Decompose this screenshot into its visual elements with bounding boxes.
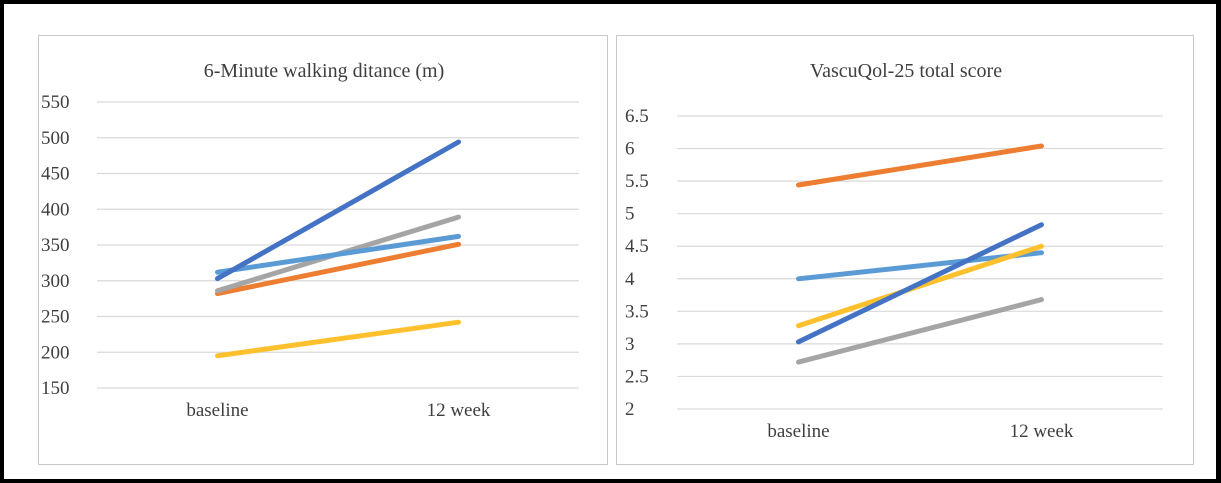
x-tick-label: baseline <box>767 421 829 442</box>
y-tick-label: 200 <box>41 342 70 363</box>
y-tick-label: 3 <box>625 334 635 355</box>
vascuqol-chart: VascuQol-25 total score 2 2.5 3 3.5 4 4.5 5 5.5… <box>625 60 1163 442</box>
y-tick-label: 5.5 <box>625 171 649 192</box>
y-tick-label: 5 <box>625 204 635 225</box>
series-line-1 <box>796 143 1044 188</box>
y-tick-label: 4 <box>625 269 635 290</box>
y-tick-label: 6.5 <box>625 106 649 127</box>
series-line-2 <box>215 241 461 297</box>
y-tick-label: 300 <box>41 271 70 292</box>
y-tick-label: 400 <box>41 199 70 220</box>
y-tick-label: 450 <box>41 164 70 185</box>
y-tick-label: 6 <box>625 139 635 160</box>
series-line-1 <box>215 319 461 359</box>
chart-panel-vascuqol: VascuQol-25 total score 2 2.5 3 3.5 4 4.5 5 5.5… <box>616 35 1194 465</box>
chart-panel-walking-distance: 6-Minute walking ditance (m) 150 200 250 30… <box>38 35 608 465</box>
x-tick-label: baseline <box>186 400 248 421</box>
y-tick-label: 500 <box>41 128 70 149</box>
y-tick-label: 4.5 <box>625 236 649 257</box>
y-tick-label: 2.5 <box>625 366 649 387</box>
x-tick-label: 12 week <box>427 400 491 421</box>
chart-title: VascuQol-25 total score <box>810 60 1002 82</box>
series-line-4 <box>796 222 1044 345</box>
y-tick-label: 350 <box>41 235 70 256</box>
walking-distance-chart: 6-Minute walking ditance (m) 150 200 250 30… <box>41 60 579 421</box>
y-tick-label: 150 <box>41 378 70 399</box>
series-line-4 <box>215 233 461 275</box>
y-tick-label: 250 <box>41 307 70 328</box>
series-line-5 <box>215 139 461 282</box>
y-tick-label: 3.5 <box>625 301 649 322</box>
x-tick-label: 12 week <box>1010 421 1074 442</box>
y-tick-label: 2 <box>625 399 635 420</box>
y-tick-label: 550 <box>41 92 70 113</box>
series-line-5 <box>796 297 1044 365</box>
chart-title: 6-Minute walking ditance (m) <box>204 60 445 82</box>
